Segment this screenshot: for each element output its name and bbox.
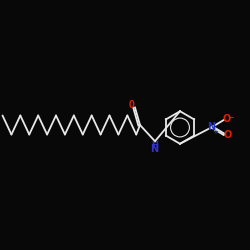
Text: O: O <box>223 114 231 124</box>
Text: H: H <box>152 141 158 150</box>
Text: O: O <box>223 130 232 140</box>
Text: N: N <box>150 144 158 154</box>
Text: +: + <box>212 129 218 135</box>
Text: N: N <box>207 122 215 132</box>
Text: −: − <box>227 114 234 122</box>
Text: O: O <box>129 100 135 110</box>
